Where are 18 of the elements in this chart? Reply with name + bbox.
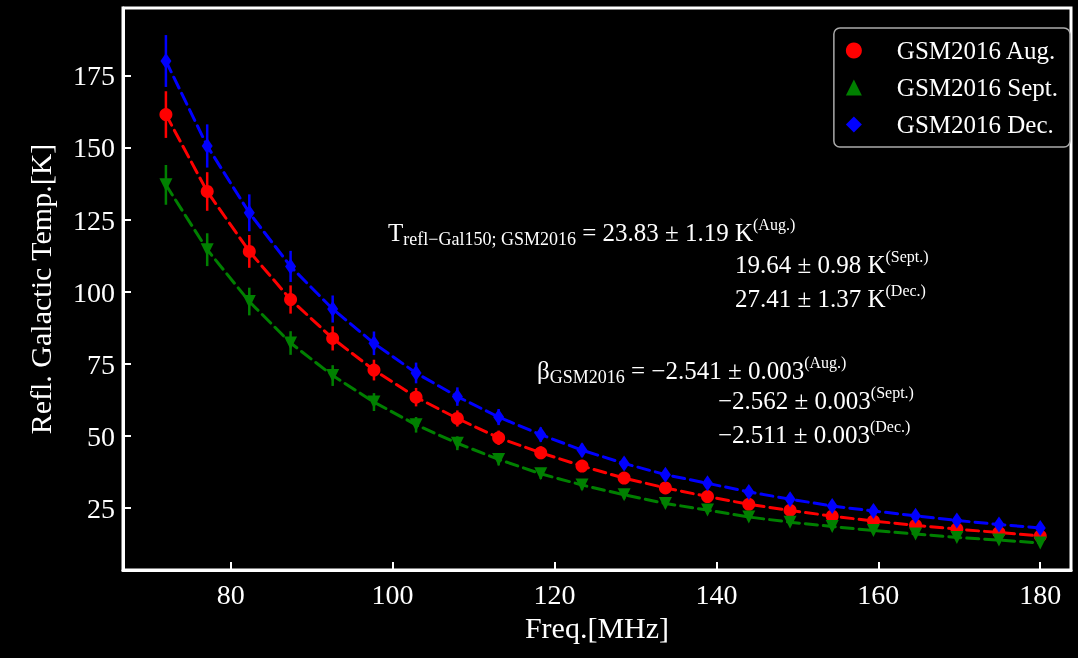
y-tick-label: 25 [87, 492, 115, 524]
x-tick-label: 80 [216, 578, 245, 610]
x-tick-label: 140 [695, 578, 738, 610]
x-tick-label: 160 [857, 578, 900, 610]
y-tick-label: 50 [87, 420, 115, 452]
x-tick-label: 120 [533, 578, 576, 610]
legend-label: GSM2016 Dec. [896, 111, 1054, 138]
legend-label: GSM2016 Sept. [896, 74, 1059, 101]
y-tick-label: 175 [73, 60, 115, 92]
legend-label: GSM2016 Aug. [896, 37, 1056, 64]
y-tick-label: 125 [73, 204, 115, 236]
x-tick-label: 100 [371, 578, 414, 610]
y-axis-title: Refl. Galactic Temp.[K] [23, 143, 57, 435]
y-tick-label: 75 [87, 348, 115, 380]
x-tick-label: 180 [1019, 578, 1062, 610]
y-tick-label: 150 [73, 132, 115, 164]
x-axis-title: Freq.[MHz] [524, 611, 670, 645]
y-tick-label: 100 [73, 276, 115, 308]
